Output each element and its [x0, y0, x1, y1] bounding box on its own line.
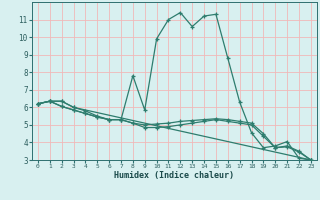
X-axis label: Humidex (Indice chaleur): Humidex (Indice chaleur): [115, 171, 234, 180]
